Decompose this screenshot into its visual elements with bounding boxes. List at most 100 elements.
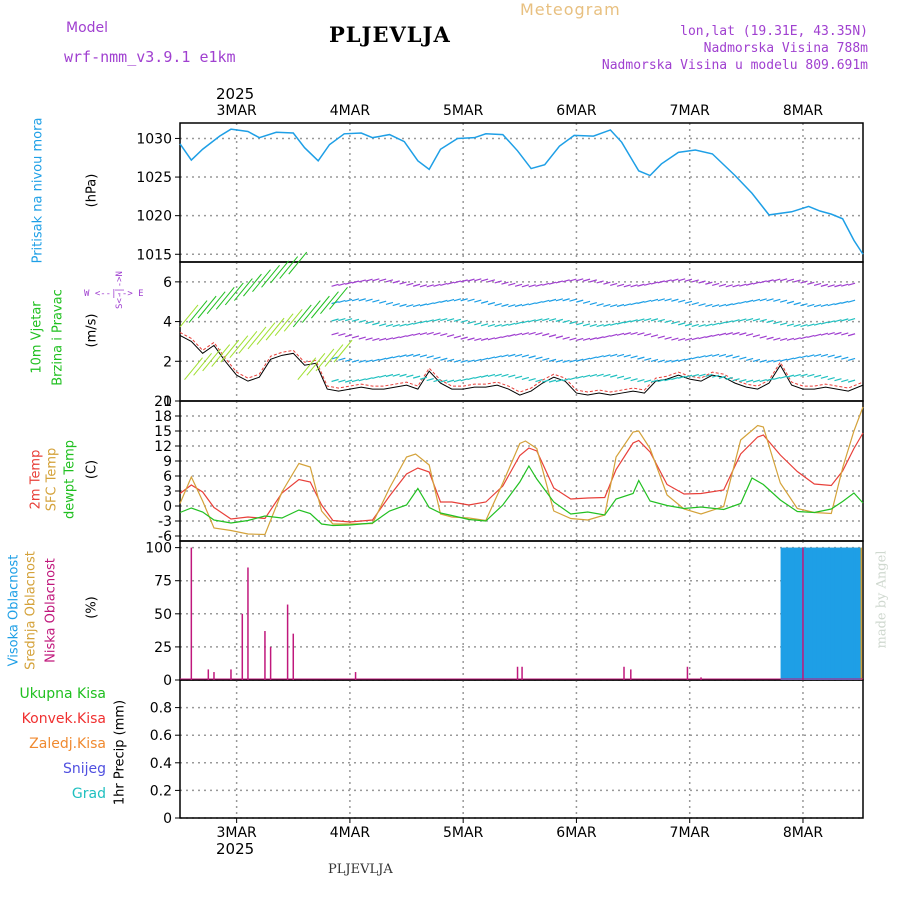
wind-arrow xyxy=(745,299,754,303)
wind-arrow xyxy=(739,283,747,287)
wind-arrow xyxy=(616,353,625,357)
wind-arrow xyxy=(548,298,557,302)
wind-arrow xyxy=(623,284,631,288)
wind-arrow xyxy=(548,379,557,383)
wind-arrow xyxy=(569,359,577,363)
wind-arrow xyxy=(616,283,625,287)
pressure-title: Pritisak na nivou mora xyxy=(30,117,46,264)
wind-arrow xyxy=(684,300,693,304)
wind-arrow xyxy=(691,302,699,306)
panel-frame xyxy=(179,540,864,681)
temp-unit: (C) xyxy=(84,459,100,480)
wind-arrow xyxy=(834,355,842,359)
wind-arrow xyxy=(807,334,815,339)
wind-arrow xyxy=(345,298,353,303)
wind-arrow xyxy=(487,279,496,283)
wind-arrow xyxy=(542,333,550,337)
day-label-top: 3MAR xyxy=(216,103,257,119)
wind-arrow xyxy=(399,303,407,307)
wind-arrow xyxy=(535,300,543,305)
wind-arrow xyxy=(711,304,720,308)
wind-arrow xyxy=(664,279,672,283)
wind-arrow xyxy=(827,284,835,288)
wind-arrow xyxy=(433,378,441,383)
wind-arrow xyxy=(671,278,679,282)
wind-arrow xyxy=(460,378,468,382)
wind-arrow xyxy=(494,280,502,284)
high-cloud-bar xyxy=(846,547,851,680)
wind-arrow xyxy=(358,336,366,340)
wind-arrow xyxy=(834,331,842,336)
wind-arrow xyxy=(261,265,280,288)
high-cloud-bar xyxy=(857,547,862,680)
wind-arrow xyxy=(358,378,366,382)
wind-arrow xyxy=(501,281,509,285)
wind-arrow xyxy=(759,298,767,302)
y-tick-label: 6 xyxy=(163,275,172,291)
wind-arrow xyxy=(657,280,665,284)
wind-arrow xyxy=(487,373,496,378)
wind-arrow xyxy=(358,319,366,323)
wind-arrow xyxy=(779,375,788,379)
wind-arrow xyxy=(535,332,543,336)
wind-arrow xyxy=(315,348,335,372)
wind-arrow xyxy=(301,300,321,323)
wind-arrow xyxy=(365,359,373,363)
wind-arrow xyxy=(426,331,434,336)
wind-arrow xyxy=(745,317,754,322)
wind-arrow xyxy=(616,332,625,336)
wind-arrow xyxy=(630,319,638,323)
wind-arrow xyxy=(800,355,808,359)
wind-arrow xyxy=(807,323,815,327)
wind-title-2: Brzina i Pravac xyxy=(50,289,66,386)
wind-arrow xyxy=(773,298,781,302)
wind-arrow xyxy=(385,323,394,327)
wind-arrow xyxy=(378,300,387,304)
wind-arrow xyxy=(446,318,455,322)
model-elevation-label: Nadmorska Visina u modelu 809.691m xyxy=(601,58,868,73)
wind-arrow xyxy=(256,322,276,345)
wind-arrow xyxy=(494,373,502,377)
wind-arrow xyxy=(433,332,441,336)
wind-arrow xyxy=(698,323,706,328)
wind-arrow xyxy=(596,355,604,359)
wind-arrow xyxy=(535,283,543,287)
wind-arrow xyxy=(446,281,455,285)
wind-arrow xyxy=(664,336,672,340)
wind-arrow xyxy=(616,375,625,379)
wind-arrow xyxy=(385,301,394,306)
wind-arrow xyxy=(834,284,842,288)
mid-cloud-bar xyxy=(860,547,863,680)
high-cloud-bar xyxy=(803,547,808,680)
wind-arrow xyxy=(412,303,421,308)
wind-arrow xyxy=(813,304,822,308)
y-tick-label: 21 xyxy=(154,394,172,410)
wind-arrow xyxy=(433,301,441,305)
wind-arrow xyxy=(657,379,665,383)
wind-arrow xyxy=(508,374,516,378)
wind-arrow xyxy=(480,337,489,341)
wind-arrow xyxy=(739,332,747,336)
wind-arrow xyxy=(616,321,625,325)
wind-arrow xyxy=(657,335,665,339)
wind-arrow xyxy=(569,376,577,381)
year-bottom: 2025 xyxy=(216,840,255,858)
wind-arrow xyxy=(847,299,856,303)
wind-arrow xyxy=(535,356,543,360)
high-cloud-bar xyxy=(819,547,824,680)
wind-arrow xyxy=(331,318,339,322)
wind-arrow xyxy=(841,332,849,336)
wind-arrow xyxy=(521,376,530,380)
wind-arrow xyxy=(385,337,394,341)
y-tick-label: 0 xyxy=(163,394,172,410)
wind-arrow xyxy=(786,374,795,378)
pressure-unit: (hPa) xyxy=(84,173,100,208)
wind-arrow xyxy=(718,321,727,325)
wind-arrow xyxy=(399,323,407,327)
y-tick-label: 25 xyxy=(154,640,172,656)
high-cloud-bar xyxy=(810,547,815,680)
wind-arrow xyxy=(406,353,414,357)
wind-arrow xyxy=(576,278,584,282)
wind-arrow xyxy=(372,278,380,282)
wind-arrow xyxy=(508,282,516,286)
